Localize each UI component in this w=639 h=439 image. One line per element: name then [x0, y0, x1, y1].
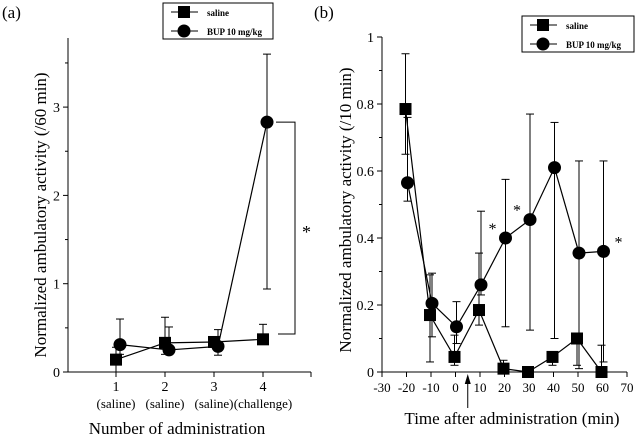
series-line-1 [119, 121, 268, 351]
administration-arrow-icon [464, 374, 471, 384]
significance-bracket [276, 121, 296, 335]
y-tick-label: 0.2 [357, 299, 375, 314]
x-sub-label: (challenge) [234, 396, 292, 411]
data-point-square [522, 366, 534, 378]
x-tick-label: 4 [260, 380, 267, 395]
y-tick-label: 0.4 [357, 232, 375, 247]
y-tick-label: 1 [53, 278, 60, 293]
x-tick-label: 3 [211, 380, 218, 395]
data-point-square [257, 333, 269, 346]
panel-b-plot: 0 0.2 0.4 0.6 0.8 1 -30 -20 -10 0 10 20 30 40 50 60 70 * *… [357, 15, 635, 408]
data-point-circle [597, 244, 610, 258]
x-tick-label: 2 [162, 380, 169, 395]
series-line-0 [115, 338, 264, 361]
y-tick-label: 0.8 [357, 98, 375, 113]
significance-asterisk: * [302, 222, 311, 242]
y-tick-label: 0 [367, 366, 374, 381]
data-point-square [595, 366, 608, 378]
significance-asterisk: * [489, 221, 497, 238]
data-point-square [110, 353, 122, 366]
y-tick-label: 1 [367, 31, 374, 46]
x-tick-label: 10 [474, 380, 487, 395]
x-tick-label: 20 [498, 380, 511, 395]
data-point-circle [523, 213, 537, 227]
legend-marker-square [537, 19, 549, 31]
data-point-circle [474, 278, 488, 292]
data-point-circle [548, 161, 561, 175]
y-tick-label: 3 [53, 101, 60, 116]
data-point-circle [499, 231, 512, 245]
data-point-square [399, 103, 412, 116]
panel-a-xlabel: Number of administration [89, 419, 266, 438]
x-tick-label: 1 [113, 380, 120, 395]
x-sub-label: (saline) [195, 396, 234, 411]
x-tick-label: 60 [596, 380, 609, 395]
legend-marker-circle [536, 37, 550, 51]
x-tick-label: 30 [523, 380, 536, 395]
data-point-circle [211, 339, 225, 353]
x-tick-label: -10 [422, 380, 439, 395]
x-tick-label: 40 [547, 380, 560, 395]
legend-label: BUP 10 mg/kg [566, 40, 622, 50]
panel-b-xlabel: Time after administration (min) [404, 409, 619, 428]
x-tick-label: 0 [452, 380, 459, 395]
panel-a-ylabel: Normalized ambulatory activity (/60 min) [31, 72, 50, 357]
data-point-square [571, 332, 583, 345]
data-point-square [497, 362, 510, 375]
x-tick-label: 50 [572, 380, 585, 395]
x-tick-label: -30 [373, 380, 390, 395]
legend-label: saline [207, 8, 229, 18]
data-point-circle [572, 246, 586, 260]
x-sub-label: (saline) [97, 396, 136, 411]
x-sub-label: (saline) [146, 396, 185, 411]
panel-b-ylabel: Normalized ambulatory activity (/10 min) [336, 67, 355, 352]
legend-marker-square [178, 6, 190, 18]
y-tick-label: 2 [53, 189, 60, 204]
data-point-circle [425, 296, 439, 310]
data-point-circle [162, 343, 176, 357]
data-point-circle [450, 320, 463, 334]
legend-label: saline [566, 21, 588, 31]
legend-marker-circle [177, 24, 191, 38]
data-point-circle [113, 338, 127, 352]
data-point-circle [401, 176, 414, 190]
x-tick-label: 70 [621, 380, 634, 395]
panel-a-label: (a) [2, 3, 21, 22]
panel-b-label: (b) [314, 3, 334, 22]
legend-label: BUP 10 mg/kg [207, 27, 263, 37]
y-tick-label: 0 [53, 366, 60, 381]
x-tick-label: -20 [398, 380, 415, 395]
significance-asterisk: * [615, 234, 623, 251]
data-point-square [448, 350, 461, 363]
data-point-square [546, 350, 559, 363]
data-point-square [473, 304, 485, 317]
y-tick-label: 0.6 [357, 165, 375, 180]
data-point-square [424, 309, 436, 322]
significance-asterisk: * [513, 203, 521, 220]
data-point-circle [260, 115, 274, 129]
panel-a-plot: 01231(saline)2(saline)3(saline)4(challen… [53, 2, 312, 411]
